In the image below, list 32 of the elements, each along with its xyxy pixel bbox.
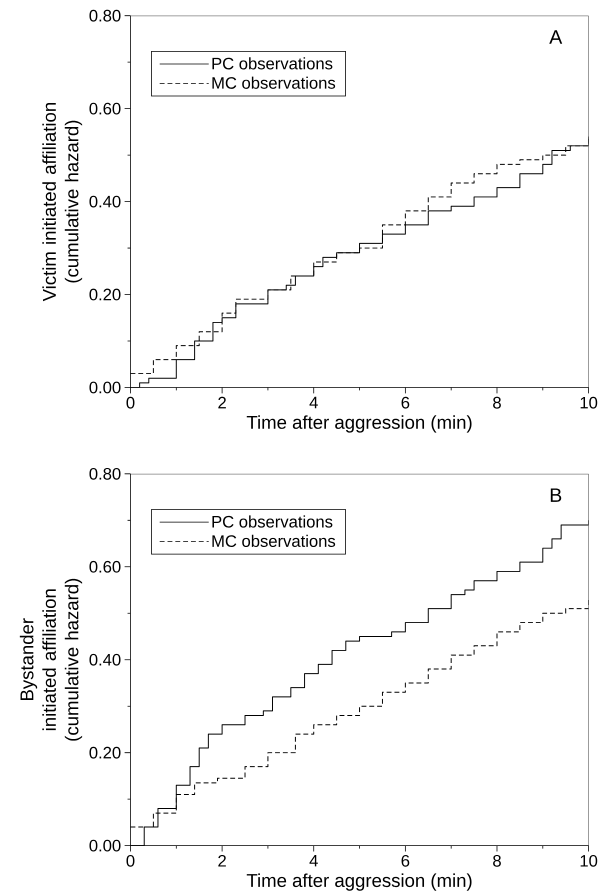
y-tick-label: 0.20 bbox=[89, 746, 120, 759]
y-tick-label: 0.40 bbox=[89, 654, 120, 666]
annotation: B bbox=[550, 488, 562, 502]
x-tick-label: 0 bbox=[126, 854, 134, 867]
y-tick-label: 0.80 bbox=[89, 468, 120, 480]
y-tick-label: 0.80 bbox=[89, 10, 120, 22]
x-tick-label: 0 bbox=[126, 396, 134, 409]
y-tick-label: 0.60 bbox=[89, 102, 120, 115]
x-axis-title: Time after aggression (min) bbox=[246, 415, 472, 433]
annotation: A bbox=[549, 30, 562, 44]
legend-label: PC observations bbox=[212, 515, 332, 528]
legend-label: MC observations bbox=[212, 534, 335, 547]
x-tick-label: 6 bbox=[401, 854, 410, 867]
y-tick-label: 0.20 bbox=[89, 288, 120, 300]
x-tick-label: 2 bbox=[218, 396, 226, 408]
legend-label: MC observations bbox=[212, 76, 335, 89]
x-tick-label: 10 bbox=[580, 396, 598, 409]
x-tick-label: 8 bbox=[492, 396, 501, 409]
legend-label: PC observations bbox=[212, 57, 332, 70]
y-tick-label: 0.40 bbox=[89, 196, 120, 208]
y-tick-label: 0.00 bbox=[89, 382, 120, 394]
x-tick-label: 8 bbox=[492, 854, 501, 867]
x-tick-label: 2 bbox=[218, 854, 226, 867]
x-tick-label: 4 bbox=[309, 396, 318, 408]
x-tick-label: 4 bbox=[309, 854, 318, 866]
x-tick-label: 10 bbox=[580, 854, 598, 867]
y-axis-title: Bystander initiated affiliation (cumulative hazard) bbox=[20, 578, 82, 741]
x-tick-label: 6 bbox=[401, 396, 410, 409]
y-tick-label: 0.00 bbox=[89, 840, 120, 852]
x-axis-title: Time after aggression (min) bbox=[246, 873, 472, 891]
y-axis-title: Victim initiated affiliation (cumulative hazard) bbox=[42, 103, 82, 302]
y-tick-label: 0.60 bbox=[89, 560, 120, 573]
